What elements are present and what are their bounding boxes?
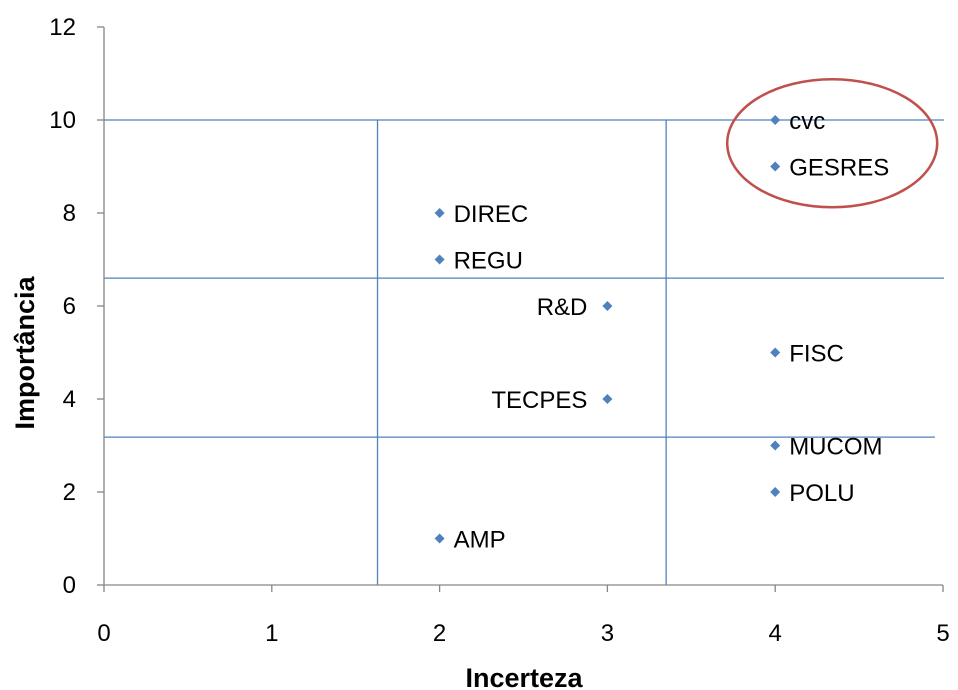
highlight-ellipse — [725, 78, 939, 209]
data-point-marker — [770, 161, 781, 172]
y-tick-label: 12 — [49, 14, 76, 41]
data-point-label: GESRES — [789, 155, 889, 182]
data-point-label: FISC — [789, 341, 844, 368]
data-points — [434, 115, 781, 544]
x-tick-labels: 0 1 2 3 4 5 — [97, 620, 949, 647]
data-point-label: AMP — [454, 527, 506, 554]
data-point-label: REGU — [454, 248, 523, 275]
data-point-marker — [434, 533, 445, 544]
x-tick-label: 1 — [265, 620, 278, 647]
x-tick-label: 4 — [769, 620, 782, 647]
x-tick-label: 0 — [97, 620, 110, 647]
y-tick-label: 0 — [63, 572, 76, 599]
y-tick-labels: 0 2 4 6 8 10 12 — [49, 14, 76, 599]
data-point-marker — [770, 347, 781, 358]
data-point-marker — [602, 394, 613, 404]
data-point-marker — [770, 440, 781, 451]
data-point-label: R&D — [537, 294, 588, 321]
data-point-marker — [434, 208, 445, 218]
x-tick-label: 5 — [936, 620, 949, 647]
x-tick-label: 2 — [433, 620, 446, 647]
point-labels: cvc GESRES DIREC REGU R&D FISC TECPES MUCOM POLU… — [454, 108, 890, 554]
highlight-layer — [725, 78, 939, 209]
x-tick-label: 3 — [601, 620, 614, 647]
data-point-label: MUCOM — [789, 434, 882, 461]
data-point-label: POLU — [789, 480, 854, 507]
y-tick-label: 4 — [63, 386, 76, 413]
y-tick-label: 10 — [49, 107, 76, 134]
data-point-label: cvc — [789, 108, 825, 135]
data-point-label: TECPES — [491, 387, 587, 414]
x-axis-title: Incerteza — [465, 663, 583, 690]
y-tick-label: 8 — [63, 200, 76, 227]
axes — [97, 26, 944, 592]
y-tick-label: 2 — [63, 479, 76, 506]
data-point-marker — [602, 301, 613, 311]
reference-lines — [104, 119, 944, 585]
data-point-marker — [434, 254, 445, 265]
data-point-marker — [770, 115, 781, 125]
y-tick-label: 6 — [63, 293, 76, 320]
y-axis-title: Importância — [10, 276, 40, 430]
data-point-marker — [770, 487, 781, 497]
data-point-label: DIREC — [454, 201, 529, 228]
